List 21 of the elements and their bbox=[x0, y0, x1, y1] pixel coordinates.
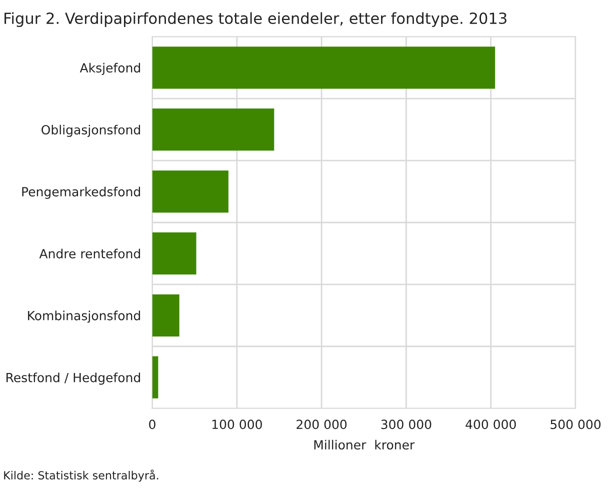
bar bbox=[152, 232, 196, 275]
x-tick-label: 500 000 bbox=[550, 420, 601, 430]
y-tick-label: Kombinasjonsfond bbox=[28, 310, 140, 323]
bar bbox=[152, 170, 228, 213]
bar bbox=[152, 294, 180, 336]
x-tick-label: 0 bbox=[149, 420, 156, 430]
x-tick-label: 400 000 bbox=[466, 420, 516, 430]
text: Kilde: Statistisk sentralbyrå. bbox=[4, 470, 158, 482]
x-tick-label: 200 000 bbox=[296, 420, 347, 430]
bar bbox=[152, 46, 496, 89]
y-tick-label: Obligasjonsfond bbox=[42, 124, 140, 137]
y-tick-label: Restfond / Hedgefond bbox=[6, 372, 140, 385]
y-tick-label: Andre rentefond bbox=[39, 248, 140, 258]
y-tick-label: Pengemarkedsfond bbox=[22, 186, 140, 199]
y-tick-label: Aksjefond bbox=[80, 62, 140, 75]
chart-title: Figur 2. Verdipapirfondenes totale eiendeler, etter fondtype. 2013 bbox=[4, 12, 506, 28]
x-axis-title: Millioner kroner bbox=[314, 440, 415, 450]
bar bbox=[152, 356, 158, 398]
x-tick-label: 100 000 bbox=[212, 420, 262, 430]
x-tick-label: 300 000 bbox=[381, 420, 432, 430]
bar bbox=[152, 108, 274, 151]
